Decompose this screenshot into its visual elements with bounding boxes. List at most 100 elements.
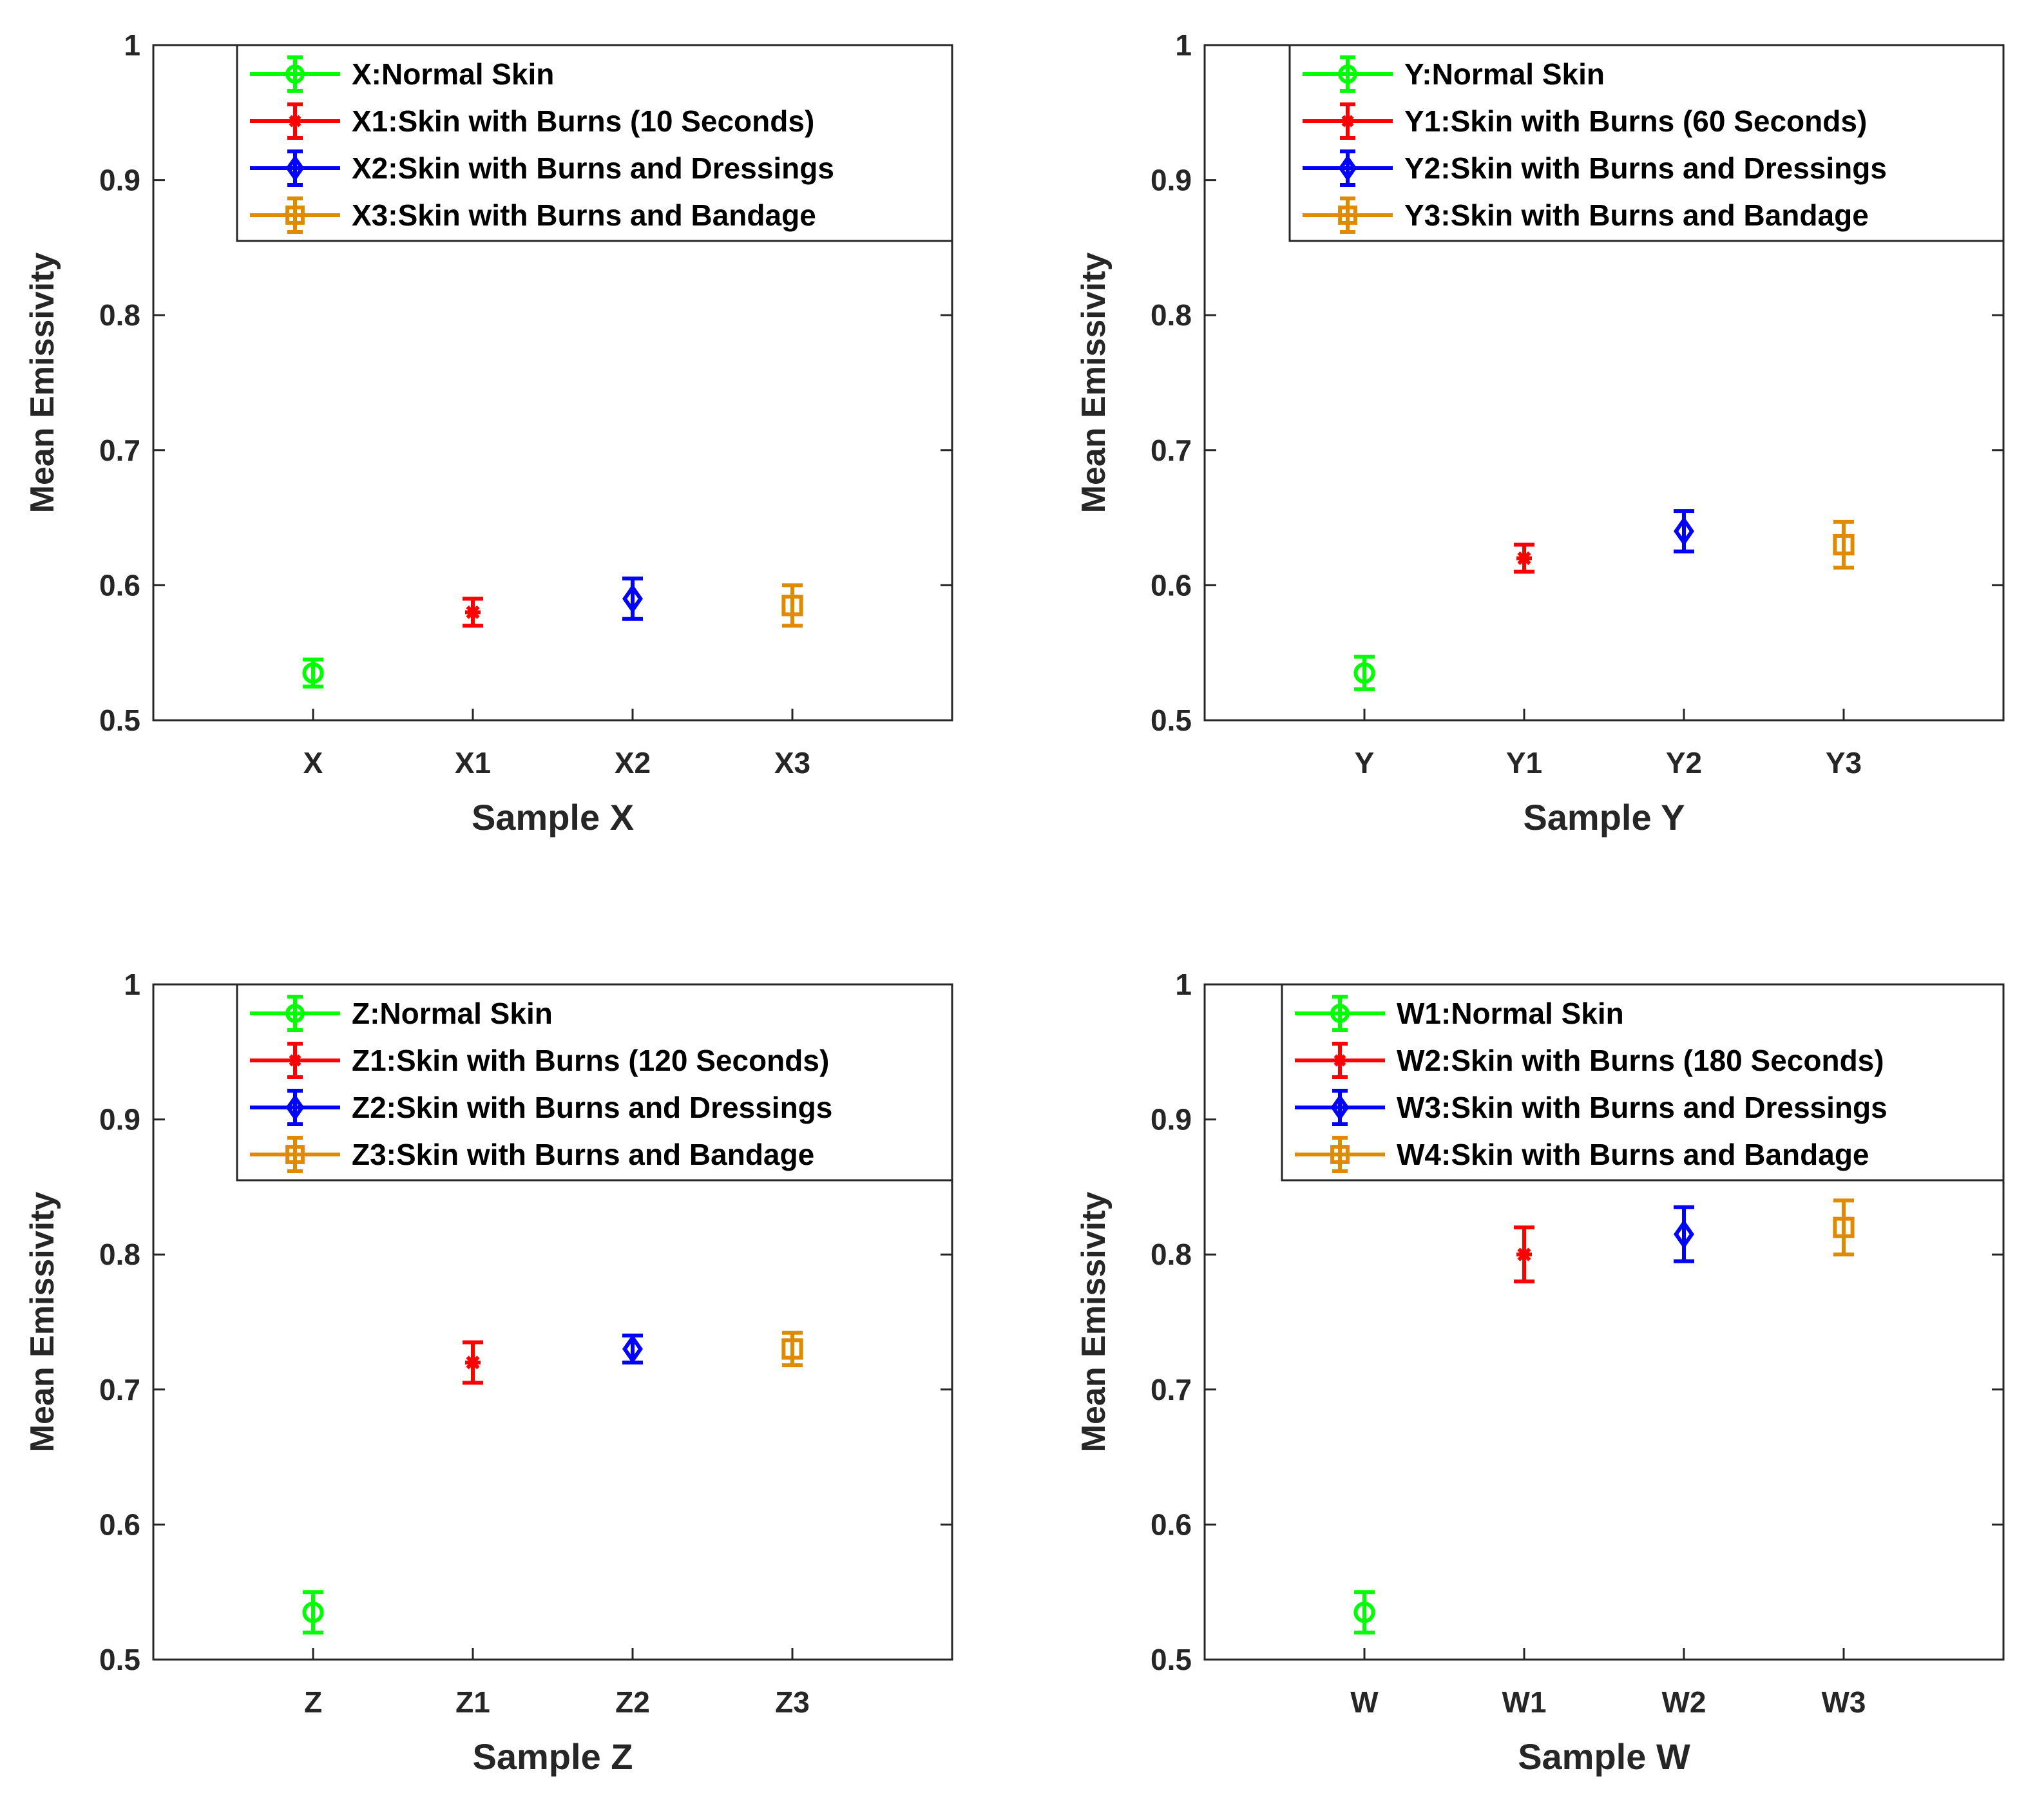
legend-label: X:Normal Skin xyxy=(352,57,554,91)
y-axis-label: Mean Emissivity xyxy=(24,253,61,513)
data-point xyxy=(1674,1205,1694,1263)
legend-marker-diamond xyxy=(1338,155,1357,182)
x-tick-label: Z3 xyxy=(775,1685,810,1719)
point-marker-asterisk xyxy=(465,604,481,620)
x-tick-label: X xyxy=(303,746,323,780)
x-tick-label: W xyxy=(1350,1685,1379,1719)
point-marker-asterisk xyxy=(1516,1247,1532,1263)
y-tick-label: 0.9 xyxy=(99,1103,140,1136)
y-tick-label: 0.9 xyxy=(1151,1103,1192,1136)
legend-label: Y1:Skin with Burns (60 Seconds) xyxy=(1404,104,1867,138)
legend-box xyxy=(236,983,953,1182)
legend-entry: Z3:Skin with Burns and Bandage xyxy=(250,1136,814,1173)
point-marker-diamond xyxy=(1674,1219,1694,1249)
data-point xyxy=(1353,1590,1375,1635)
point-marker-square xyxy=(781,595,803,617)
x-tick-label: Z1 xyxy=(455,1685,490,1719)
y-tick-label: 0.6 xyxy=(1151,1508,1192,1541)
point-marker-diamond xyxy=(1674,516,1694,546)
legend-marker-square xyxy=(285,206,305,225)
legend-marker-asterisk xyxy=(1341,114,1355,128)
y-tick-label: 0.6 xyxy=(1151,568,1192,602)
x-tick-label: Y1 xyxy=(1506,746,1542,780)
y-tick-label: 0.8 xyxy=(99,298,140,332)
data-point xyxy=(1353,655,1375,691)
data-point xyxy=(1833,519,1855,570)
point-marker-square xyxy=(1833,1216,1855,1238)
legend-marker-square xyxy=(285,1145,305,1164)
legend: W1:Normal Skin W2:Skin with Burns (180 Se… xyxy=(1281,983,2005,1182)
x-tick-label: X1 xyxy=(455,746,491,780)
legend: Y:Normal Skin Y1:Skin with Burns (60 Seco… xyxy=(1288,44,2005,242)
legend-label: W1:Normal Skin xyxy=(1397,997,1624,1030)
legend-marker-asterisk xyxy=(1333,1053,1347,1068)
legend-label: W3:Skin with Burns and Dressings xyxy=(1397,1091,1887,1124)
legend-entry: X2:Skin with Burns and Dressings xyxy=(250,149,834,187)
y-tick-label: 0.6 xyxy=(99,568,140,602)
legend-entry: Y3:Skin with Burns and Bandage xyxy=(1303,196,1869,234)
y-tick-label: 0.6 xyxy=(99,1508,140,1541)
y-tick-label: 0.5 xyxy=(99,1643,140,1676)
point-marker-square xyxy=(781,1338,803,1360)
x-tick-label: Z xyxy=(304,1685,322,1719)
legend-entry: W2:Skin with Burns (180 Seconds) xyxy=(1295,1042,1884,1079)
x-tick-label: Y xyxy=(1355,746,1375,780)
legend-entry: W1:Normal Skin xyxy=(1295,995,1624,1032)
point-marker-circle xyxy=(1353,662,1375,684)
data-point xyxy=(781,583,803,628)
legend-marker-asterisk xyxy=(288,1053,302,1068)
legend-label: Z2:Skin with Burns and Dressings xyxy=(352,1091,832,1124)
legend-entry: Z1:Skin with Burns (120 Seconds) xyxy=(250,1042,829,1079)
x-tick-label: X2 xyxy=(615,746,651,780)
chart-panel-y: 0.5 0.6 0.7 0.8 0.9 1 Y Y1 Y2 Y3 Sample Y Mean Emis… xyxy=(1075,28,2005,838)
legend-label: Y3:Skin with Burns and Bandage xyxy=(1404,198,1869,232)
y-tick-label: 0.8 xyxy=(1151,1238,1192,1271)
y-axis-label: Mean Emissivity xyxy=(1075,1192,1113,1453)
point-marker-asterisk xyxy=(1516,550,1532,566)
y-tick-label: 0.7 xyxy=(99,434,140,467)
point-marker-circle xyxy=(302,662,324,684)
legend-entry: X:Normal Skin xyxy=(250,55,554,93)
data-point xyxy=(463,1340,483,1385)
point-marker-square xyxy=(1833,533,1855,556)
x-tick-label: Z2 xyxy=(615,1685,650,1719)
y-tick-label: 0.9 xyxy=(99,164,140,197)
y-tick-label: 0.5 xyxy=(1151,1643,1192,1676)
legend-marker-square xyxy=(1338,206,1357,225)
x-axis-label: Sample X xyxy=(472,797,634,838)
y-tick-label: 0.7 xyxy=(1151,1373,1192,1406)
x-tick-label: Y3 xyxy=(1826,746,1862,780)
x-tick-label: W2 xyxy=(1662,1685,1706,1719)
x-axis-label: Sample Z xyxy=(473,1736,633,1777)
data-point xyxy=(781,1330,803,1368)
point-marker-diamond xyxy=(622,1334,643,1364)
legend-entry: W3:Skin with Burns and Dressings xyxy=(1295,1089,1887,1126)
legend-label: Y2:Skin with Burns and Dressings xyxy=(1404,151,1887,185)
legend-entry: X3:Skin with Burns and Bandage xyxy=(250,196,816,234)
y-tick-label: 0.7 xyxy=(1151,434,1192,467)
data-point xyxy=(1674,509,1694,553)
legend-marker-circle xyxy=(1338,64,1357,84)
y-tick-label: 0.7 xyxy=(99,1373,140,1406)
legend-label: X2:Skin with Burns and Dressings xyxy=(352,151,834,185)
x-tick-label: X3 xyxy=(774,746,810,780)
x-tick-label: W3 xyxy=(1822,1685,1866,1719)
data-point xyxy=(302,1590,324,1635)
chart-panel-x: 0.5 0.6 0.7 0.8 0.9 1 X X1 X2 X3 Sample X Mean Emis… xyxy=(24,28,953,838)
data-point xyxy=(463,597,483,628)
y-tick-label: 0.8 xyxy=(1151,298,1192,332)
legend-box xyxy=(1288,44,2005,242)
legend-label: Z1:Skin with Burns (120 Seconds) xyxy=(352,1044,829,1077)
point-marker-circle xyxy=(1353,1602,1375,1624)
legend-label: Z3:Skin with Burns and Bandage xyxy=(352,1138,814,1171)
y-tick-label: 0.5 xyxy=(1151,704,1192,737)
y-tick-label: 0.9 xyxy=(1151,164,1192,197)
legend-label: Z:Normal Skin xyxy=(352,997,553,1030)
data-point xyxy=(1514,542,1534,574)
legend-entry: Y:Normal Skin xyxy=(1303,55,1605,93)
legend-entry: Z2:Skin with Burns and Dressings xyxy=(250,1089,832,1126)
x-tick-label: W1 xyxy=(1502,1685,1547,1719)
x-axis-label: Sample Y xyxy=(1523,797,1685,838)
legend-label: Y:Normal Skin xyxy=(1404,57,1605,91)
data-point xyxy=(302,657,324,689)
